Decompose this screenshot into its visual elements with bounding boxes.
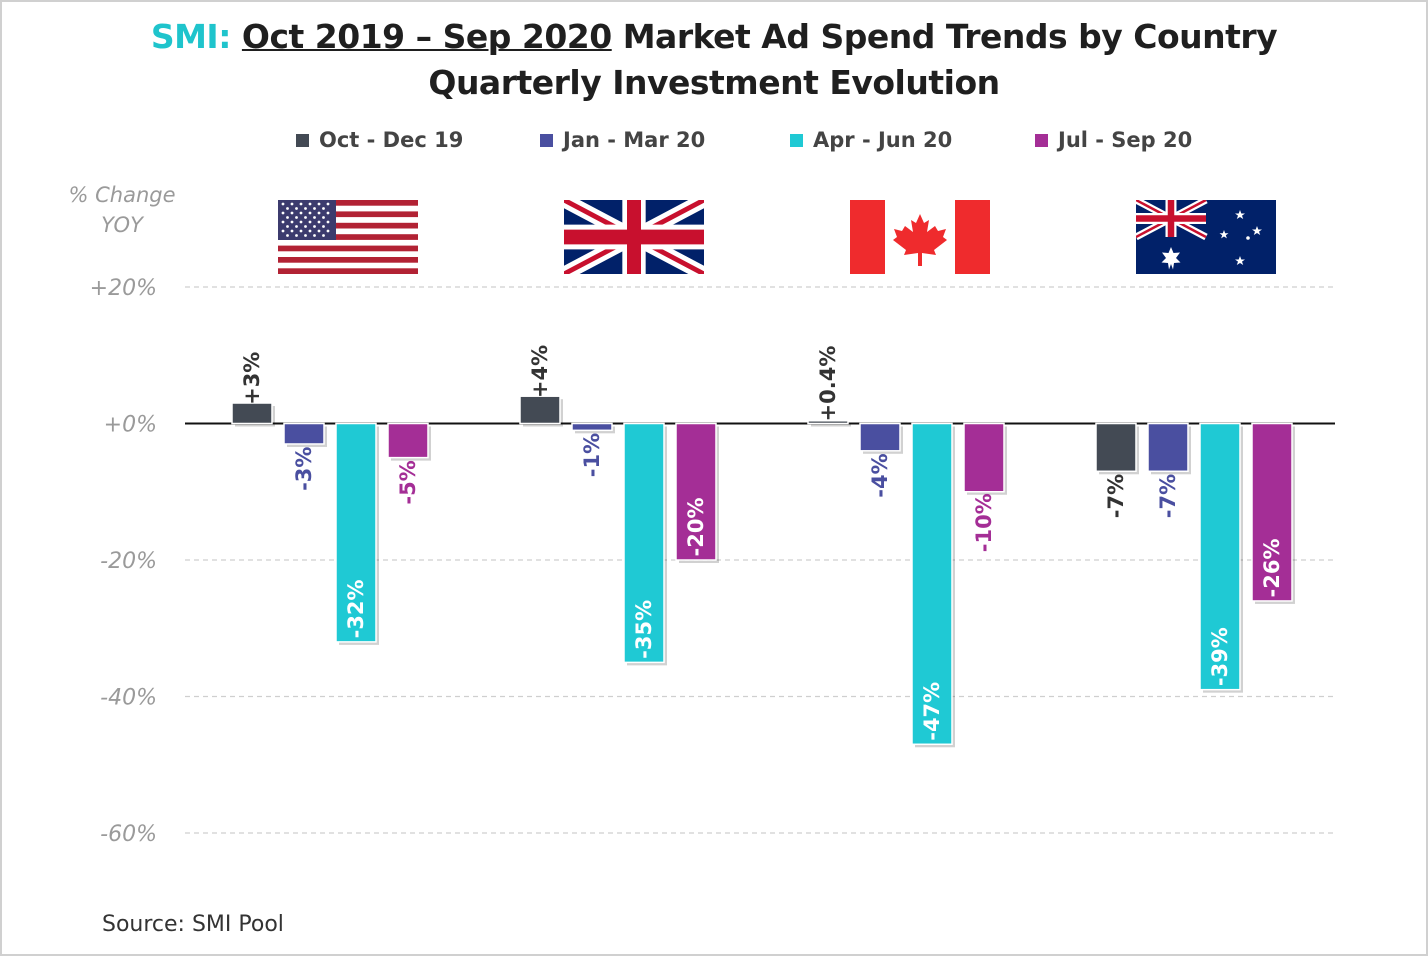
bar-usa-oct-dec-19 <box>231 402 273 425</box>
legend-swatch-oct-dec-19 <box>296 133 309 147</box>
data-label-usa-oct-dec-19: +3% <box>240 352 264 405</box>
y-tick-label: -60% <box>100 822 157 847</box>
legend-swatch-apr-jun-20 <box>790 133 803 147</box>
data-label-usa-jan-mar-20: -3% <box>292 447 316 491</box>
data-label-uk-jul-sep-20: -20% <box>684 498 708 557</box>
data-label-australia-jan-mar-20: -7% <box>1156 474 1180 518</box>
legend-label: Jul - Sep 20 <box>1058 128 1193 152</box>
data-label-usa-jul-sep-20: -5% <box>396 460 420 504</box>
data-label-uk-apr-jun-20: -35% <box>632 600 656 659</box>
bar-canada-jul-sep-20 <box>963 422 1005 493</box>
y-tick-label: -40% <box>100 686 157 711</box>
legend-swatch-jul-sep-20 <box>1035 133 1048 147</box>
canada-flag-icon <box>850 200 990 274</box>
legend-label: Oct - Dec 19 <box>319 128 464 152</box>
uk-flag-icon <box>564 200 704 274</box>
data-label-uk-oct-dec-19: +4% <box>528 345 552 398</box>
bar-uk-oct-dec-19 <box>519 395 561 425</box>
y-tick-label: -20% <box>100 549 157 574</box>
legend-label: Jan - Mar 20 <box>563 128 706 152</box>
bar-australia-apr-jun-20 <box>1199 422 1241 691</box>
bar-canada-oct-dec-19 <box>807 420 849 425</box>
data-label-australia-apr-jun-20: -39% <box>1208 627 1232 686</box>
bar-uk-jan-mar-20 <box>571 422 613 432</box>
bar-usa-jul-sep-20 <box>387 422 429 459</box>
data-label-australia-oct-dec-19: -7% <box>1104 474 1128 518</box>
legend-item-oct-dec-19: Oct - Dec 19 <box>296 128 463 152</box>
bar-canada-jan-mar-20 <box>859 422 901 452</box>
data-label-canada-oct-dec-19: +0.4% <box>816 346 840 422</box>
legend: Oct - Dec 19 Jan - Mar 20 Apr - Jun 20 J… <box>0 128 1428 158</box>
legend-swatch-jan-mar-20 <box>540 133 553 147</box>
source-note: Source: SMI Pool <box>102 912 284 937</box>
data-label-uk-jan-mar-20: -1% <box>580 433 604 477</box>
y-axis-label-line2: YOY <box>101 213 145 237</box>
bar-shadow <box>811 423 851 427</box>
data-label-canada-jul-sep-20: -10% <box>972 493 996 552</box>
data-label-australia-jul-sep-20: -26% <box>1260 538 1284 597</box>
data-label-canada-apr-jun-20: -47% <box>920 682 944 741</box>
data-label-canada-jan-mar-20: -4% <box>868 453 892 497</box>
bar-usa-jan-mar-20 <box>283 422 325 445</box>
bar-canada-apr-jun-20 <box>911 422 953 746</box>
us-flag-icon <box>278 200 418 274</box>
bar-uk-apr-jun-20 <box>623 422 665 664</box>
bar-usa-apr-jun-20 <box>335 422 377 643</box>
title-brand: SMI: <box>150 17 232 56</box>
chart-title: SMI: Oct 2019 – Sep 2020 Market Ad Spend… <box>0 14 1428 106</box>
legend-label: Apr - Jun 20 <box>813 128 953 152</box>
legend-item-jan-mar-20: Jan - Mar 20 <box>540 128 705 152</box>
data-label-usa-apr-jun-20: -32% <box>344 579 368 638</box>
legend-item-jul-sep-20: Jul - Sep 20 <box>1035 128 1192 152</box>
bar-australia-oct-dec-19 <box>1095 422 1137 473</box>
y-tick-label: +0% <box>104 413 157 438</box>
australia-flag-icon <box>1136 200 1276 274</box>
y-axis-label: % Change <box>68 183 175 207</box>
title-date-range: Oct 2019 – Sep 2020 <box>241 17 612 56</box>
legend-item-apr-jun-20: Apr - Jun 20 <box>790 128 952 152</box>
bar-uk-jul-sep-20 <box>675 422 717 561</box>
bar-australia-jan-mar-20 <box>1147 422 1189 473</box>
title-rest: Market Ad Spend Trends by Country <box>611 17 1278 56</box>
bar-australia-jul-sep-20 <box>1251 422 1293 602</box>
title-line-1: SMI: Oct 2019 – Sep 2020 Market Ad Spend… <box>0 14 1428 60</box>
title-line-2: Quarterly Investment Evolution <box>428 63 1000 102</box>
y-tick-label: +20% <box>90 276 157 301</box>
